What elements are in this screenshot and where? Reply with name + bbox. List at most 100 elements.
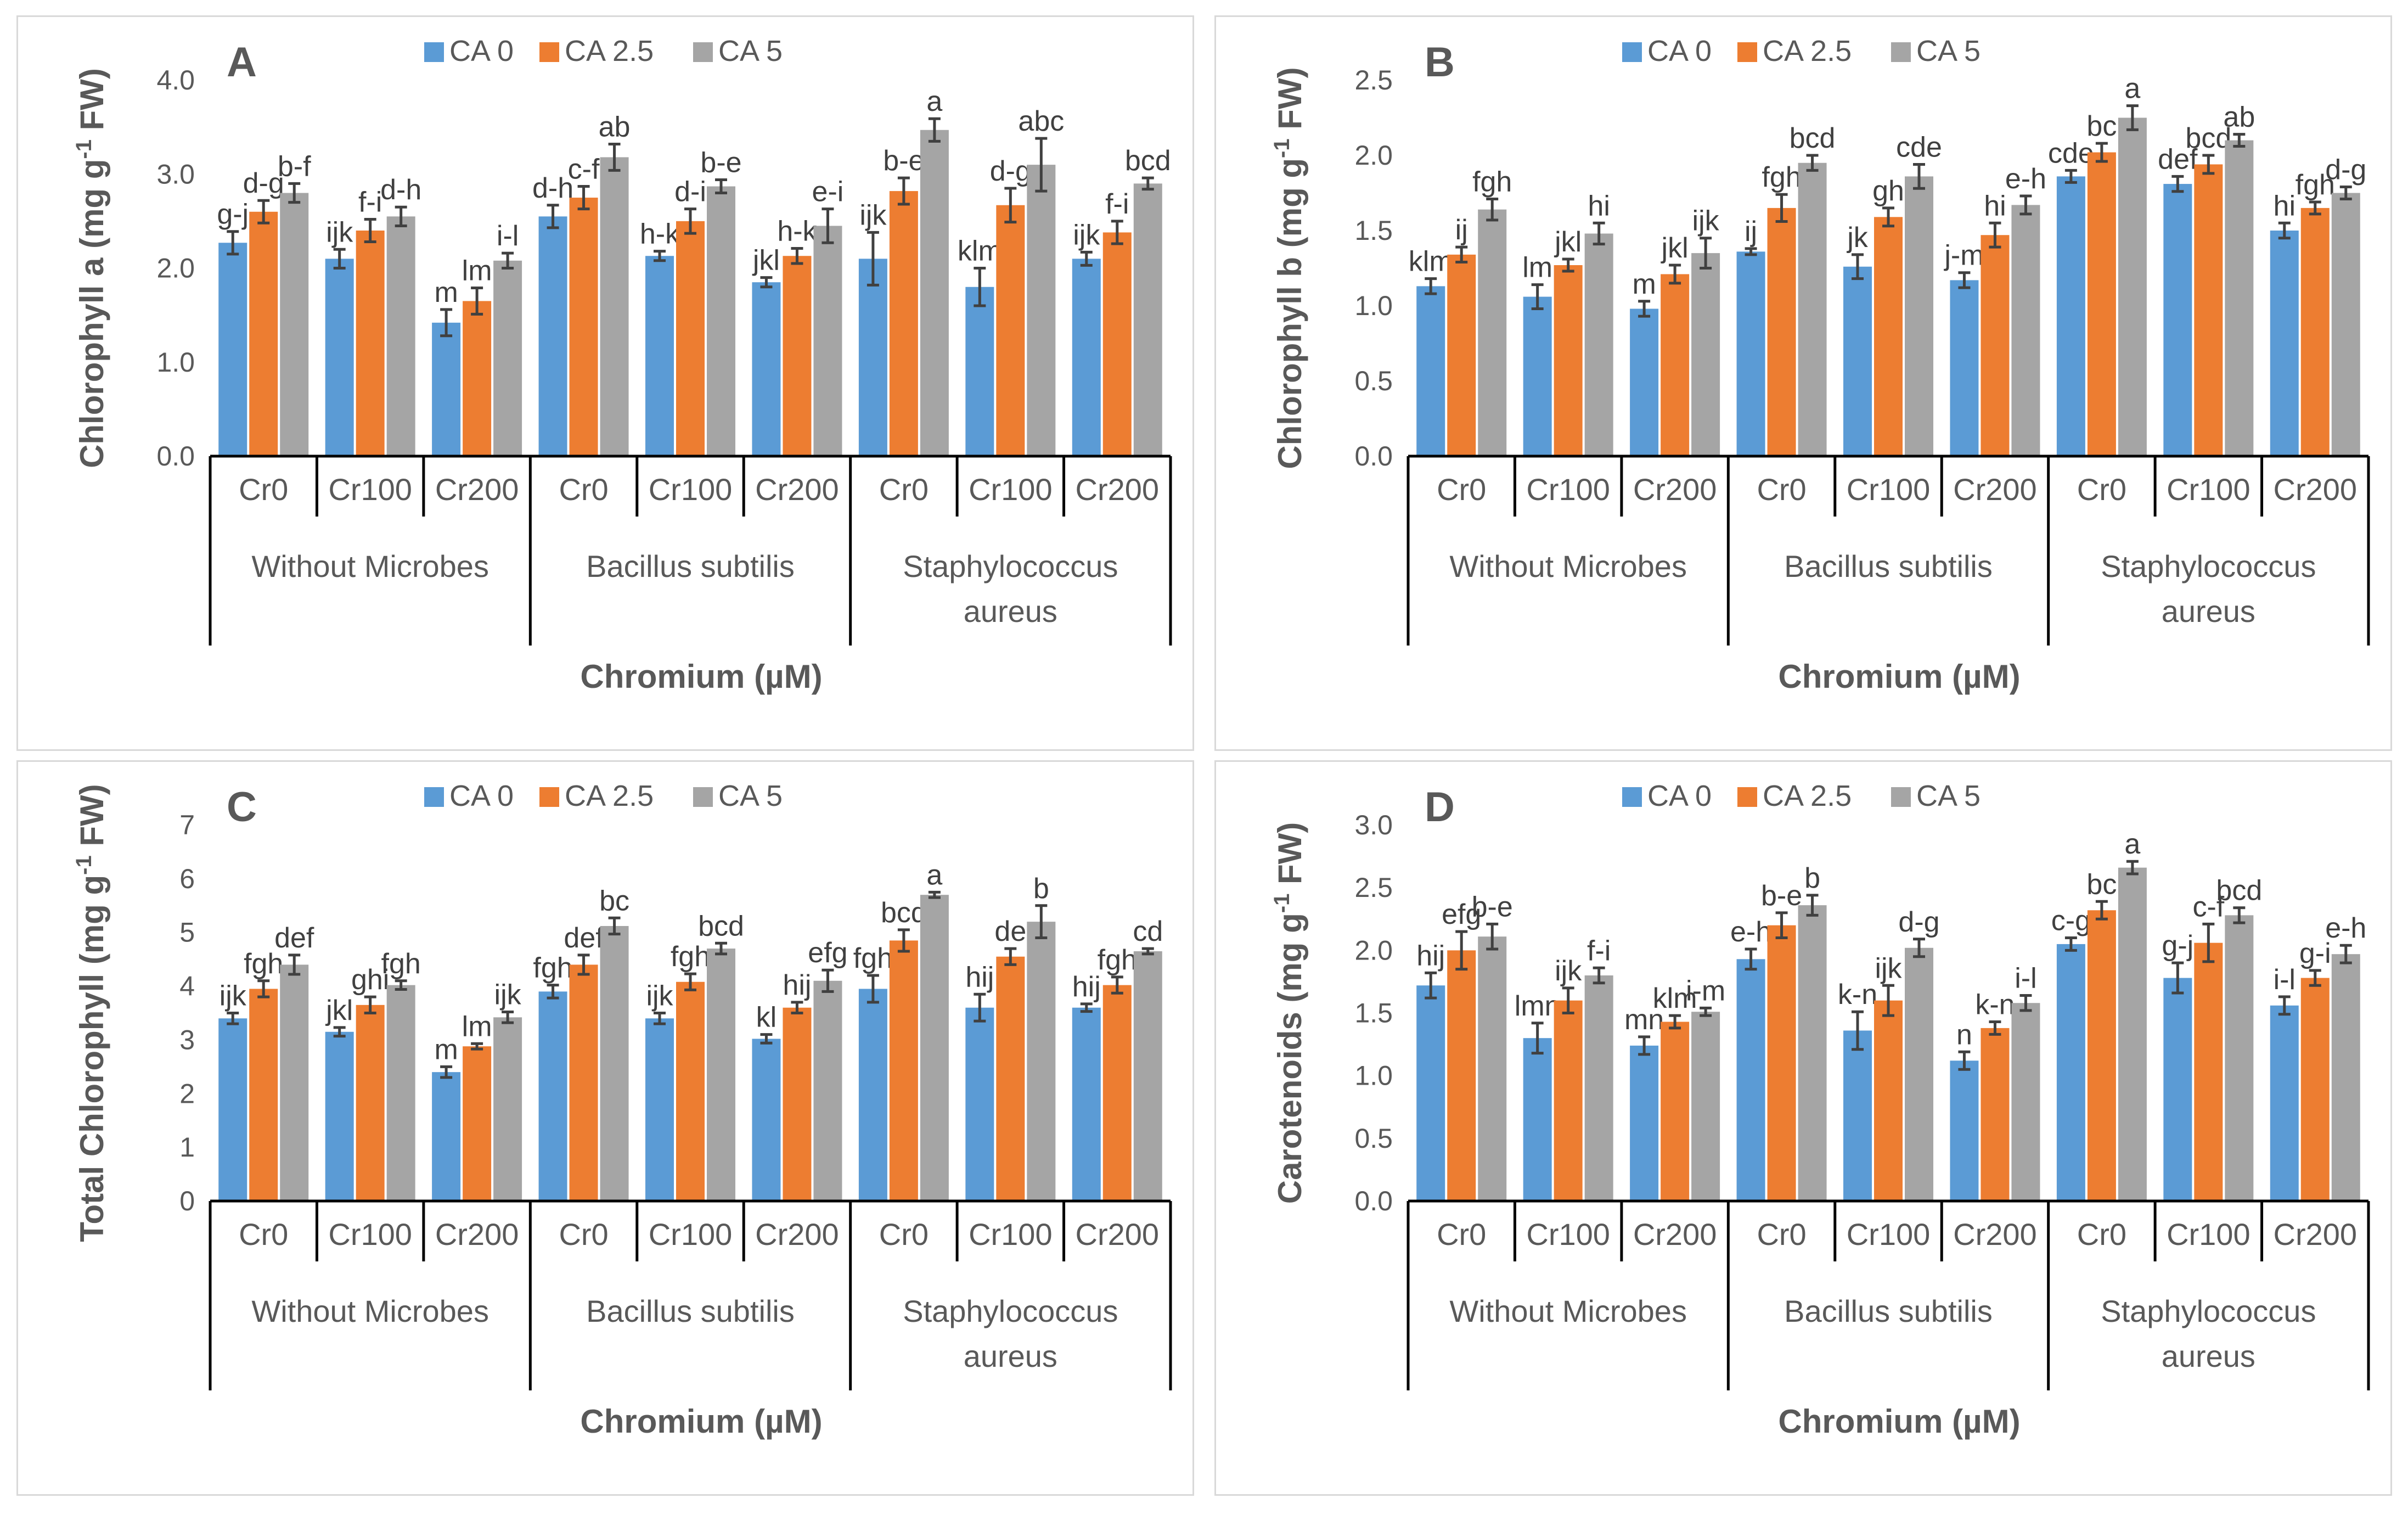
significance-label: e-h [1730,916,1771,948]
significance-label: efg [1442,899,1481,930]
significance-label: c-f [2192,891,2224,923]
significance-label: cde [2048,137,2094,169]
category-label: Cr0 [1757,472,1806,507]
significance-label: fgh [853,942,893,974]
bar-ca5 [707,186,735,456]
significance-label: jk [1846,222,1869,254]
bar-ca0 [1072,259,1101,456]
significance-label: g-j [217,199,249,231]
y-axis-title-unit: FW) [74,68,110,139]
bar-ca25 [783,1007,812,1201]
significance-label: jkl [325,995,353,1026]
category-label: Cr100 [649,1217,733,1252]
significance-label: m [434,1034,458,1065]
y-tick-label: 3.0 [156,159,195,189]
bar-ca5 [2331,954,2360,1201]
bar-ca5 [920,895,949,1201]
legend-swatch-1 [424,787,444,807]
bar-ca25 [2300,207,2330,456]
bar-ca25 [1661,274,1690,456]
legend-label-3: CA 5 [718,35,783,68]
chart-svg-d: D CA 0 CA 2.5 CA 5 0.0 0.5 1.0 1.5 2.0 2.5 3.0 Caro… [1270,779,2370,1440]
y-axis-title-unit: FW) [1271,67,1308,138]
significance-label: fgh [244,948,283,980]
category-label: Cr0 [2077,1217,2126,1252]
category-label: Cr100 [969,1217,1053,1252]
significance-label: fgh [671,941,710,973]
significance-label: b-e [1472,891,1513,923]
category-label: Cr100 [2167,1217,2251,1252]
group-label: Bacillus subtilis [586,549,795,583]
bar-ca5 [1478,209,1507,456]
bar-ca25 [1874,1000,1903,1201]
bar-ca5 [2118,867,2147,1201]
x-axis-title: Chromium (µM) [1778,658,2020,695]
bar-ca25 [1102,232,1132,456]
category-label: Cr200 [435,1217,519,1252]
bar-ca25 [1767,925,1796,1201]
bar-ca0 [1630,1045,1659,1201]
significance-label: f-i [1105,188,1129,220]
y-tick-label: 1.0 [1354,290,1393,321]
legend-swatch-1 [1622,787,1642,807]
significance-label: gh [1872,175,1904,207]
bar-ca25 [889,191,918,456]
y-tick-label: 2.5 [1354,872,1393,903]
significance-label: i-l [497,220,519,252]
bar-ca25 [1102,985,1132,1201]
bar-ca5 [813,226,842,456]
y-tick-label: 4.0 [156,65,195,96]
significance-label: ijk [220,980,247,1012]
significance-label: hij [1416,940,1445,972]
significance-label: hij [965,961,994,993]
bar-ca5 [813,980,842,1201]
significance-label: jkl [1554,226,1582,258]
significance-label: e-i [812,176,844,208]
significance-label: hi [1984,190,2006,222]
significance-label: ijk [859,199,887,231]
significance-label: fgh [2296,169,2335,201]
y-tick-label: 2.0 [1354,140,1393,171]
chart-panel-a: A CA 0 CA 2.5 CA 5 0.0 1.0 2.0 3.0 4.0 Chlorophyl… [16,15,1194,751]
y-tick-label: 2.0 [1354,935,1393,966]
bar-ca0 [2163,978,2192,1201]
bar-ca0 [1843,1030,1872,1201]
category-label: Cr0 [1757,1217,1806,1252]
group-label-line2: aureus [2162,594,2255,629]
chart-svg-b: B CA 0 CA 2.5 CA 5 0.0 0.5 1.0 1.5 2.0 2.5 Chlorop… [1270,35,2370,695]
significance-label: jkl [1661,232,1689,264]
bar-ca0 [1523,296,1552,456]
significance-label: b [1033,873,1049,905]
bar-ca0 [1072,1007,1101,1201]
bar-ca25 [249,211,278,456]
significance-label: def [274,922,314,954]
bar-ca5 [1027,165,1056,456]
legend-swatch-2 [539,42,559,62]
significance-label: hi [1588,190,1610,222]
category-label: Cr200 [2274,1217,2358,1252]
y-tick-label: 0.0 [1354,1186,1393,1216]
significance-label: bc [2086,868,2117,900]
y-axis-title: Chlorophyll a (mg g-1 FW) [72,68,110,468]
bar-ca25 [463,301,492,456]
legend-label-2: CA 2.5 [565,35,654,68]
significance-label: bc [2086,110,2117,142]
x-axis-title: Chromium (µM) [1778,1403,2020,1440]
legend-label-1: CA 0 [1647,779,1712,812]
significance-label: bc [599,885,629,917]
bar-ca0 [1416,985,1445,1201]
significance-label: ghi [351,964,389,996]
significance-label: fgh [1098,944,1137,976]
y-tick-label: 2.0 [156,253,195,284]
bar-ca25 [1981,235,2010,456]
significance-label: ijk [494,979,522,1011]
significance-label: kl [756,1002,777,1034]
bar-ca25 [676,221,705,456]
legend-label-2: CA 2.5 [1763,779,1852,812]
group-label-line1: Staphylococcus [903,549,1118,583]
legend-swatch-1 [424,42,444,62]
significance-label: def [2158,143,2198,175]
bar-ca25 [249,989,278,1201]
bar-ca5 [493,260,522,456]
y-tick-label: 3 [179,1024,195,1055]
